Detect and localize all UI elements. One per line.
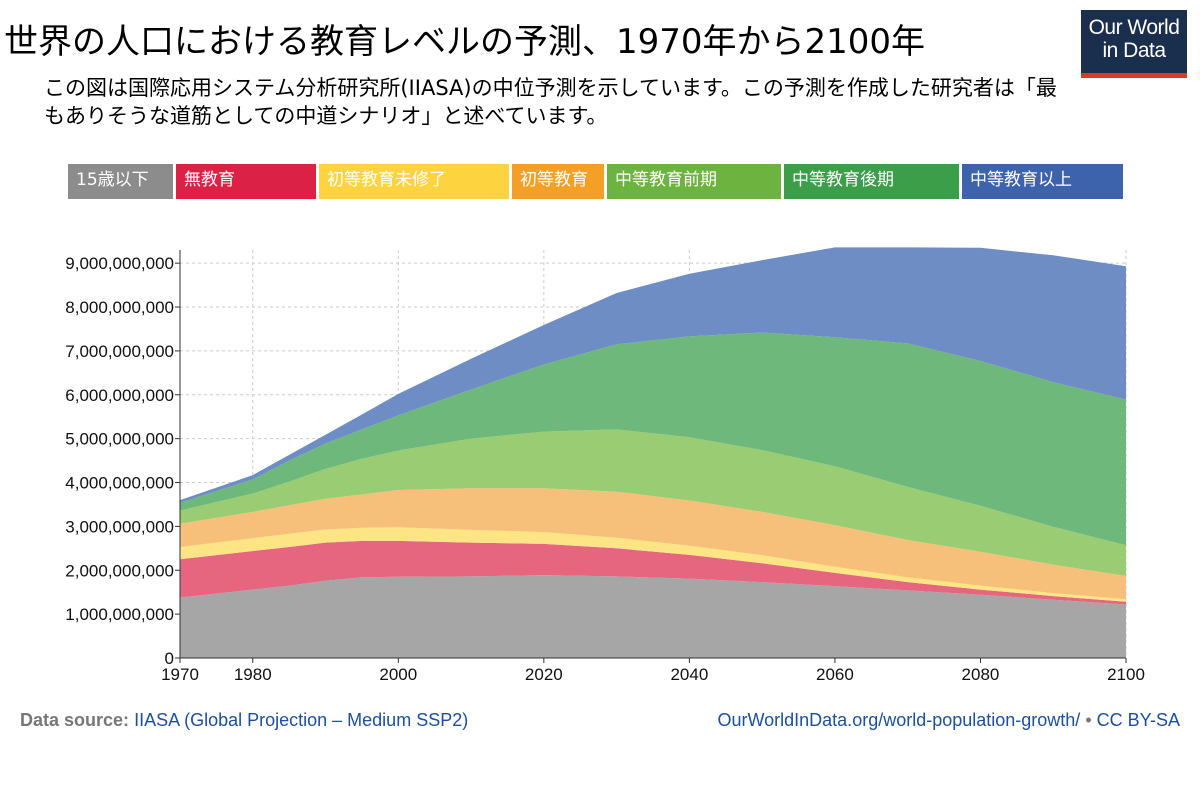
area-series-4 [180, 429, 1126, 576]
y-tick-label: 4,000,000,000 [65, 474, 174, 493]
data-source-link[interactable]: IIASA (Global Projection – Medium SSP2) [134, 710, 469, 730]
logo-line-2: in Data [1102, 39, 1166, 62]
area-series-1 [180, 540, 1126, 605]
area-series-5 [180, 332, 1126, 546]
legend-item[interactable]: 中等教育後期 [784, 164, 959, 199]
legend-item[interactable]: 15歳以下 [68, 164, 173, 199]
source-url-link[interactable]: OurWorldInData.org/world-population-grow… [717, 710, 1081, 730]
legend: 15歳以下 無教育 初等教育未修了 初等教育 中等教育前期 中等教育後期 中等教育以上 [68, 164, 1126, 199]
x-tick-label: 2080 [962, 665, 1000, 684]
x-tick-label: 1970 [161, 665, 199, 684]
y-tick-label: 3,000,000,000 [65, 517, 174, 536]
legend-item[interactable]: 中等教育以上 [962, 164, 1123, 199]
logo-line-1: Our World [1088, 16, 1180, 39]
y-tick-label: 7,000,000,000 [65, 342, 174, 361]
data-source-label: Data source: [20, 710, 130, 730]
y-tick-label: 9,000,000,000 [65, 254, 174, 273]
x-tick-label: 2000 [379, 665, 417, 684]
x-tick-label: 2100 [1107, 665, 1145, 684]
footer-credits: OurWorldInData.org/world-population-grow… [717, 710, 1180, 731]
x-tick-label: 2020 [525, 665, 563, 684]
chart-title: 世界の人口における教育レベルの予測、1970年から2100年 [4, 22, 926, 62]
x-tick-label: 2060 [816, 665, 854, 684]
area-series-0 [180, 575, 1126, 658]
area-series-3 [180, 488, 1126, 600]
y-tick-label: 5,000,000,000 [65, 430, 174, 449]
chart-subtitle: この図は国際応用システム分析研究所(IIASA)の中位予測を示しています。この予… [44, 76, 1057, 128]
legend-item[interactable]: 中等教育前期 [607, 164, 781, 199]
legend-item[interactable]: 初等教育 [512, 164, 604, 199]
y-tick-label: 0 [165, 649, 174, 668]
data-source: Data source: IIASA (Global Projection – … [20, 710, 468, 731]
legend-item[interactable]: 無教育 [176, 164, 316, 199]
owid-logo[interactable]: Our World in Data [1081, 10, 1187, 78]
x-tick-label: 1980 [234, 665, 272, 684]
area-series-6 [180, 247, 1126, 503]
y-tick-label: 1,000,000,000 [65, 605, 174, 624]
footer-separator: • [1080, 710, 1097, 730]
license-link[interactable]: CC BY-SA [1096, 710, 1180, 730]
x-tick-label: 2040 [670, 665, 708, 684]
legend-item[interactable]: 初等教育未修了 [319, 164, 509, 199]
y-tick-label: 8,000,000,000 [65, 298, 174, 317]
y-tick-label: 2,000,000,000 [65, 561, 174, 580]
area-series-2 [180, 527, 1126, 602]
y-tick-label: 6,000,000,000 [65, 386, 174, 405]
